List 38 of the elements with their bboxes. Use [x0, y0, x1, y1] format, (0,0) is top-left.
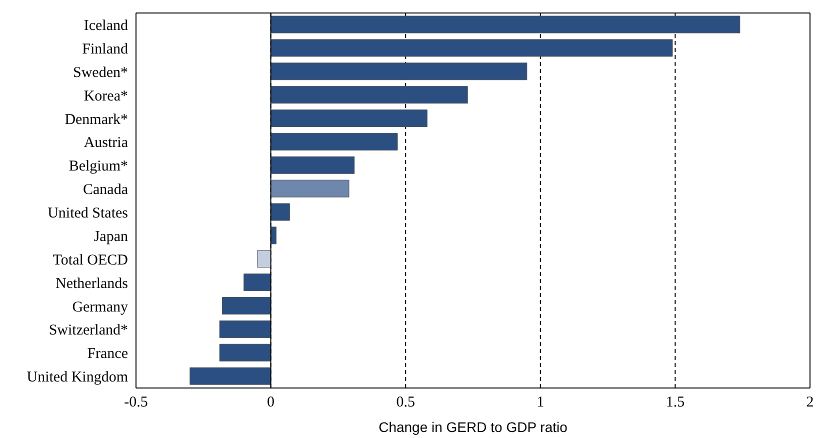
bar [270, 132, 398, 150]
bar [257, 250, 272, 268]
bar [270, 203, 290, 221]
x-tick-label: 0 [267, 394, 275, 411]
bar [270, 86, 468, 104]
y-tick-label: Japan [94, 228, 128, 245]
bar [219, 344, 272, 362]
y-tick-label: Finland [82, 41, 128, 58]
x-tick-label: 1 [536, 394, 544, 411]
y-tick-label: Germany [72, 299, 128, 316]
y-tick-label: Denmark* [64, 112, 128, 128]
x-tick-label: -0.5 [124, 394, 148, 411]
y-tick-label: Netherlands [56, 276, 128, 292]
y-tick-label: United States [48, 206, 128, 222]
y-tick-label: Switzerland* [48, 322, 128, 339]
bar [244, 274, 272, 292]
bar [270, 110, 428, 127]
y-tick-label: France [87, 346, 128, 362]
y-tick-label: Sweden* [73, 64, 128, 81]
x-tick-label: 0.5 [396, 394, 415, 411]
bar [270, 62, 528, 80]
y-tick-label: United Kingdom [26, 370, 128, 386]
bar [190, 367, 272, 385]
x-tick-label: 2 [806, 394, 814, 411]
y-tick-label: Belgium* [68, 158, 128, 175]
bar [222, 297, 272, 314]
y-tick-label: Korea* [84, 88, 128, 104]
bar [270, 39, 673, 57]
y-tick-label: Canada [83, 182, 128, 198]
bar [270, 16, 740, 34]
y-tick-label: Iceland [84, 18, 128, 34]
bar [219, 320, 272, 338]
x-tick-label: 1.5 [666, 394, 685, 411]
x-axis-title: Change in GERD to GDP ratio [378, 419, 568, 435]
bar [270, 180, 350, 198]
y-tick-label: Austria [84, 135, 128, 152]
y-tick-label: Total OECD [52, 252, 128, 268]
bar [270, 156, 355, 174]
